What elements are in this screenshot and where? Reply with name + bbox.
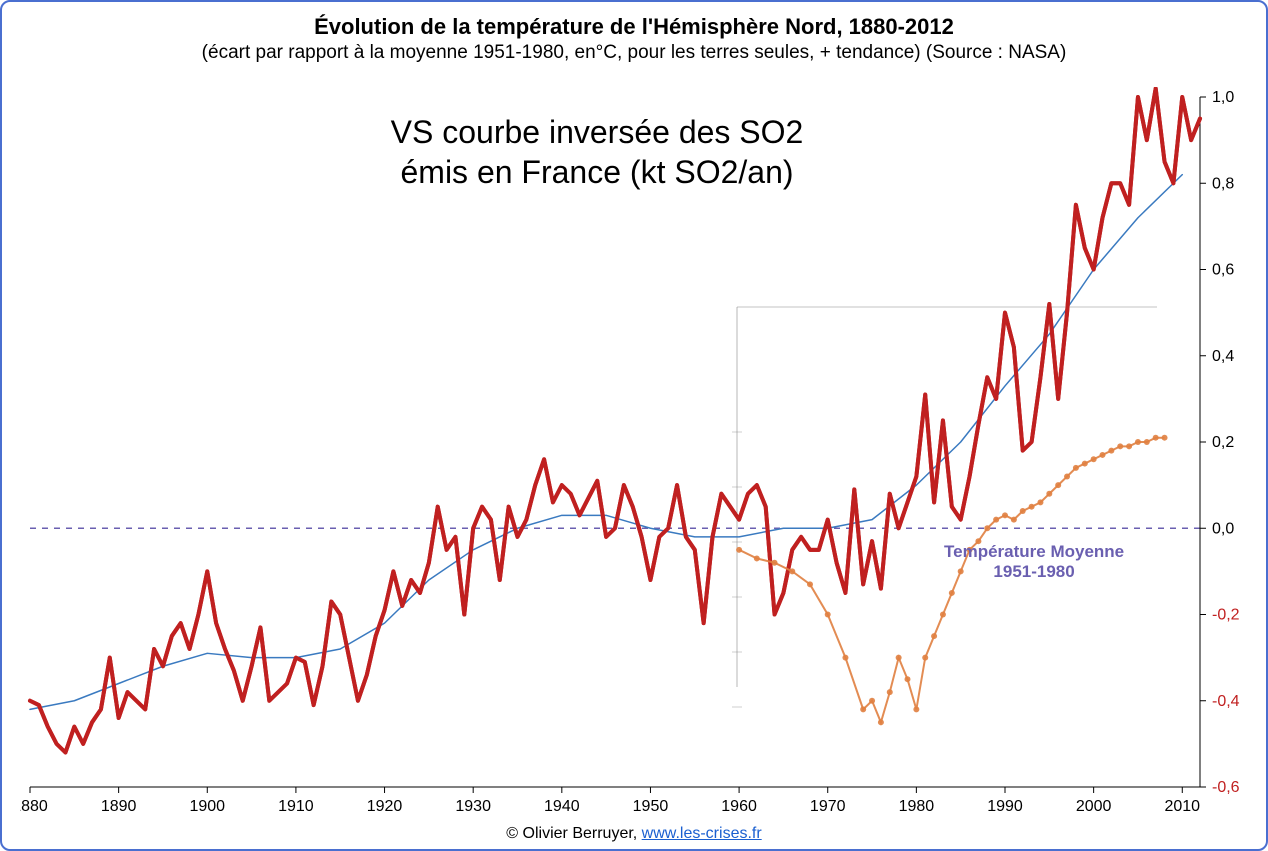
svg-text:1940: 1940 — [544, 798, 580, 815]
svg-text:1910: 1910 — [278, 798, 314, 815]
credit-line: © Olivier Berruyer, www.les-crises.fr — [2, 825, 1266, 843]
svg-text:1980: 1980 — [899, 798, 935, 815]
credit-prefix: © Olivier Berruyer, — [506, 825, 641, 842]
svg-text:1960: 1960 — [721, 798, 757, 815]
svg-text:2010: 2010 — [1164, 798, 1200, 815]
chart-frame: Évolution de la température de l'Hémisph… — [0, 0, 1268, 851]
annotation-line2: 1951-1980 — [944, 562, 1124, 582]
chart-svg: 1880 1890 1900 1910 1920 1930 1940 1950 1960 1970… — [20, 87, 1240, 817]
svg-text:-0,2: -0,2 — [1212, 607, 1240, 624]
credit-link[interactable]: www.les-crises.fr — [642, 825, 762, 842]
chart-subtitle: (écart par rapport à la moyenne 1951-198… — [2, 42, 1266, 64]
svg-text:0,6: 0,6 — [1212, 262, 1234, 279]
svg-text:-0,4: -0,4 — [1212, 693, 1240, 710]
svg-text:0,8: 0,8 — [1212, 175, 1234, 192]
svg-text:0,4: 0,4 — [1212, 348, 1234, 365]
overlay-label: VS courbe inversée des SO2 émis en Franc… — [332, 112, 862, 192]
overlay-line1: VS courbe inversée des SO2 — [332, 112, 862, 152]
svg-text:0,2: 0,2 — [1212, 434, 1234, 451]
svg-text:1950: 1950 — [633, 798, 669, 815]
svg-text:1930: 1930 — [455, 798, 491, 815]
svg-text:1920: 1920 — [367, 798, 403, 815]
svg-text:0,0: 0,0 — [1212, 520, 1234, 537]
mean-temp-annotation: Température Moyenne 1951-1980 — [944, 542, 1124, 581]
svg-text:1990: 1990 — [987, 798, 1023, 815]
svg-text:1,0: 1,0 — [1212, 89, 1234, 106]
svg-text:1890: 1890 — [101, 798, 137, 815]
svg-text:2000: 2000 — [1076, 798, 1112, 815]
svg-text:1900: 1900 — [189, 798, 225, 815]
overlay-line2: émis en France (kt SO2/an) — [332, 152, 862, 192]
annotation-line1: Température Moyenne — [944, 542, 1124, 562]
svg-text:-0,6: -0,6 — [1212, 779, 1240, 796]
svg-text:1880: 1880 — [20, 798, 48, 815]
chart-title: Évolution de la température de l'Hémisph… — [2, 14, 1266, 40]
plot-area: 1880 1890 1900 1910 1920 1930 1940 1950 1960 1970… — [20, 87, 1240, 817]
svg-text:1970: 1970 — [810, 798, 846, 815]
